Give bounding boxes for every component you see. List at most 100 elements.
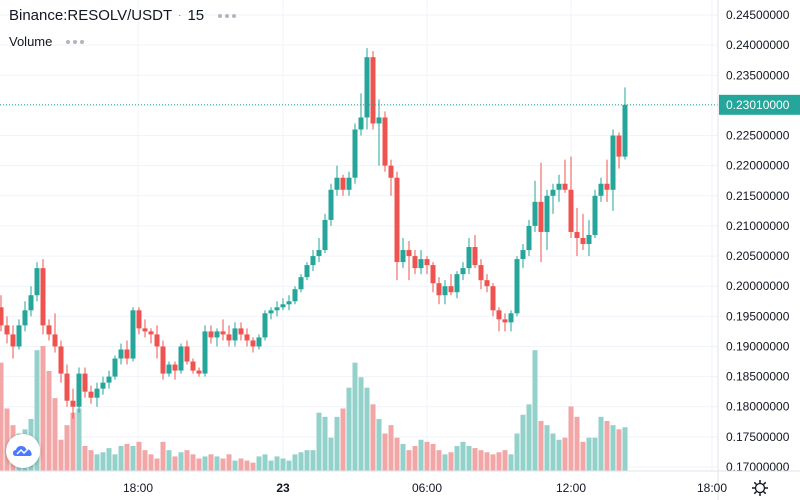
- candle-body: [568, 189, 574, 232]
- price-tick-label: 0.21500000: [726, 189, 790, 203]
- svg-text:0.23010000: 0.23010000: [726, 98, 790, 112]
- candle-body: [502, 319, 508, 323]
- volume-bar: [106, 448, 112, 471]
- volume-bar: [400, 443, 406, 471]
- volume-bar: [46, 371, 52, 471]
- price-tick-label: 0.24500000: [726, 8, 790, 22]
- candle-body: [256, 337, 262, 347]
- volume-bar: [52, 398, 58, 471]
- candle-body: [430, 265, 436, 284]
- volume-bar: [226, 454, 232, 471]
- candle-body: [580, 237, 586, 245]
- volume-bar: [496, 452, 502, 471]
- legend-separator: ·: [178, 10, 182, 21]
- candle-body: [76, 373, 82, 407]
- volume-bar: [574, 416, 580, 471]
- volume-bar: [0, 362, 4, 471]
- candle-body: [46, 325, 52, 335]
- candle-body: [274, 307, 280, 311]
- candle-body: [112, 358, 118, 377]
- candle-body: [394, 177, 400, 263]
- volume-bar: [310, 450, 316, 471]
- volume-bar: [598, 416, 604, 471]
- volume-bar: [268, 460, 274, 471]
- volume-bar: [610, 425, 616, 471]
- volume-bar: [214, 456, 220, 471]
- volume-bar: [544, 425, 550, 471]
- volume-bar: [40, 346, 46, 471]
- time-axis[interactable]: 18:00 23 06:00 12:00 18:00: [0, 470, 800, 495]
- candle-body: [280, 304, 286, 308]
- candle-body: [424, 259, 430, 266]
- candle-body: [214, 331, 220, 338]
- volume-bar: [250, 462, 256, 471]
- candle-body: [136, 310, 142, 329]
- volume-label[interactable]: Volume: [9, 34, 53, 49]
- volume-bar: [94, 454, 100, 471]
- volume-bar: [202, 456, 208, 471]
- volume-bar: [382, 433, 388, 471]
- volume-bar: [154, 458, 160, 471]
- candle-body: [472, 247, 478, 266]
- candle-body: [574, 231, 580, 238]
- volume-bar: [298, 452, 304, 471]
- candle-body: [496, 310, 502, 320]
- volume-bar: [334, 416, 340, 471]
- volume-bar: [100, 452, 106, 471]
- volume-more-dots-icon[interactable]: [66, 39, 85, 44]
- tradingview-cloud-icon[interactable]: [6, 434, 40, 468]
- candle-body: [0, 307, 4, 326]
- volume-bar: [304, 450, 310, 471]
- volume-bar: [196, 458, 202, 471]
- candle-body: [388, 165, 394, 178]
- price-tick-label: 0.22500000: [726, 129, 790, 143]
- candle-body: [148, 331, 154, 335]
- candle-body: [208, 331, 214, 338]
- candle-body: [244, 334, 250, 341]
- volume-bar: [520, 414, 526, 471]
- volume-bar: [184, 450, 190, 471]
- volume-bar: [232, 460, 238, 471]
- volume-bar: [532, 350, 538, 471]
- candle-body: [40, 268, 46, 326]
- volume-bar: [388, 425, 394, 471]
- volume-bar: [424, 441, 430, 471]
- price-tick-label: 0.18000000: [726, 400, 790, 414]
- symbol-title[interactable]: Binance:RESOLV/USDT: [9, 7, 173, 24]
- price-tick-label: 0.24000000: [726, 38, 790, 52]
- volume-bar: [556, 439, 562, 471]
- price-axis[interactable]: 0.245000000.240000000.235000000.23000000…: [717, 0, 790, 500]
- volume-bar: [346, 387, 352, 471]
- price-tick-label: 0.20000000: [726, 279, 790, 293]
- volume-bar: [262, 454, 268, 471]
- candle-body: [286, 301, 292, 305]
- volume-bar: [4, 408, 10, 471]
- candle-body: [478, 265, 484, 281]
- volume-bar: [82, 446, 88, 471]
- volume-bars: [0, 346, 628, 471]
- candle-body: [268, 310, 274, 314]
- time-tick-label: 12:00: [556, 481, 586, 495]
- volume-bar: [358, 377, 364, 471]
- candle-body: [304, 265, 310, 278]
- volume-bar: [244, 460, 250, 471]
- candle-body: [124, 349, 130, 359]
- volume-bar: [568, 406, 574, 471]
- candle-body: [544, 195, 550, 232]
- volume-bar: [316, 412, 322, 471]
- candle-body: [586, 234, 592, 245]
- candle-body: [418, 259, 424, 269]
- more-dots-icon[interactable]: [218, 13, 237, 18]
- volume-bar: [178, 452, 184, 471]
- candle-body: [316, 250, 322, 257]
- volume-bar: [220, 458, 226, 471]
- volume-bar: [406, 450, 412, 471]
- volume-bar: [130, 446, 136, 471]
- candle-body: [376, 117, 382, 124]
- candle-body: [322, 219, 328, 251]
- candle-body: [88, 391, 94, 398]
- interval-label[interactable]: 15: [187, 7, 205, 24]
- gear-icon[interactable]: [750, 478, 770, 498]
- volume-bar: [76, 408, 82, 471]
